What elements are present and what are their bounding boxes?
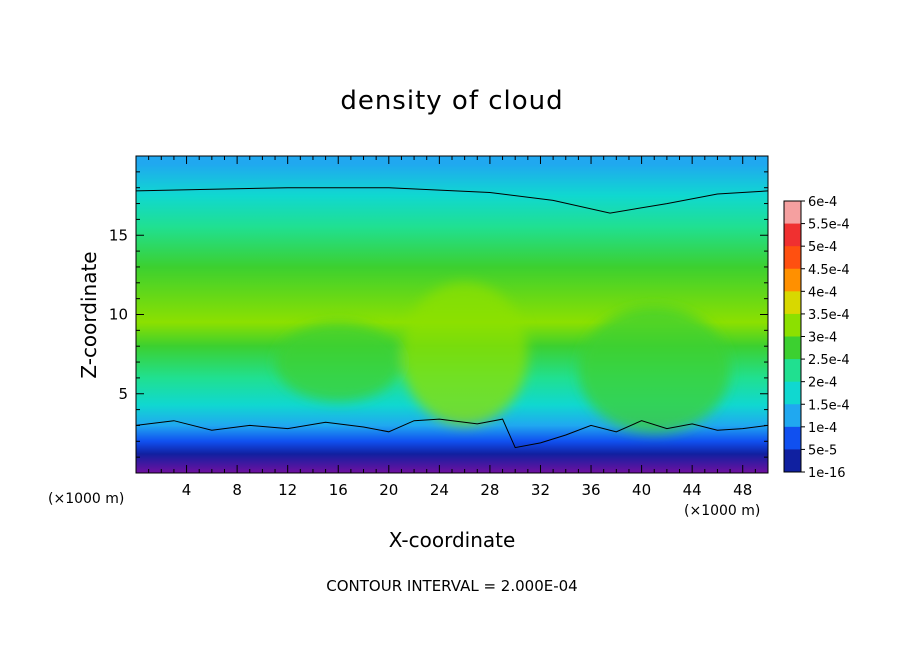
contour-interval-note: CONTOUR INTERVAL = 2.000E-04	[326, 577, 578, 595]
cloud-feature	[578, 306, 731, 434]
colorbar-swatch	[784, 291, 801, 315]
x-tick-label: 8	[232, 481, 242, 499]
colorbar-swatch	[784, 268, 801, 292]
x-tick-label: 20	[379, 481, 398, 499]
colorbar-label: 4e-4	[808, 285, 837, 300]
colorbar-label: 5e-4	[808, 240, 837, 255]
colorbar-swatch	[784, 381, 801, 405]
x-axis-unit-left: (×1000 m)	[48, 491, 125, 507]
contour-line	[136, 418, 768, 449]
x-tick-label: 28	[480, 481, 499, 499]
colorbar-swatch	[784, 246, 801, 270]
colorbar-label: 3.5e-4	[808, 308, 850, 323]
x-tick-label: 36	[581, 481, 600, 499]
y-tick-label: 5	[118, 385, 128, 403]
contour-lines	[136, 187, 768, 449]
colorbar-label: 2.5e-4	[808, 353, 850, 368]
chart-title: density of cloud	[340, 86, 564, 116]
colorbar-swatch	[784, 359, 801, 383]
cloud-features	[275, 282, 731, 434]
colorbar-label: 1e-4	[808, 421, 837, 436]
y-axis: 5 10 15	[109, 171, 768, 458]
x-tick-label: 24	[430, 481, 449, 499]
contour-line	[136, 187, 768, 214]
colorbar-label: 1.5e-4	[808, 398, 850, 413]
colorbar-swatch	[784, 336, 801, 360]
x-tick-label: 32	[531, 481, 550, 499]
colorbar-swatch	[784, 223, 801, 247]
colorbar-label: 1e-16	[808, 466, 846, 481]
colorbar-swatch	[784, 404, 801, 428]
x-axis: 4 8 12 16 20 24 28 32 36 40 44 48	[148, 156, 756, 499]
cloud-feature	[401, 282, 528, 426]
colorbar-swatch	[784, 426, 801, 450]
colorbar-swatch	[784, 313, 801, 337]
colorbar-swatch	[784, 449, 801, 473]
colorbar-label: 6e-4	[808, 195, 837, 210]
x-tick-label: 40	[632, 481, 651, 499]
x-tick-label: 16	[329, 481, 348, 499]
cloud-feature	[275, 322, 402, 402]
y-tick-label: 15	[109, 226, 128, 244]
y-tick-label: 10	[109, 306, 128, 324]
x-tick-label: 48	[733, 481, 752, 499]
colorbar-label: 5e-5	[808, 443, 837, 458]
colorbar-label: 5.5e-4	[808, 218, 850, 233]
x-tick-label: 12	[278, 481, 297, 499]
colorbar-swatch	[784, 201, 801, 225]
colorbar-label: 4.5e-4	[808, 263, 850, 278]
x-tick-label: 44	[683, 481, 702, 499]
colorbar-label: 3e-4	[808, 331, 837, 346]
x-axis-unit-right: (×1000 m)	[684, 503, 761, 519]
x-axis-label: X-coordinate	[388, 528, 516, 552]
colorbar: 6e-4 5.5e-4 5e-4 4.5e-4 4e-4 3.5e-4 3e-4 2.5e-4…	[783, 195, 850, 481]
colorbar-label: 2e-4	[808, 376, 837, 391]
x-tick-label: 4	[182, 481, 192, 499]
